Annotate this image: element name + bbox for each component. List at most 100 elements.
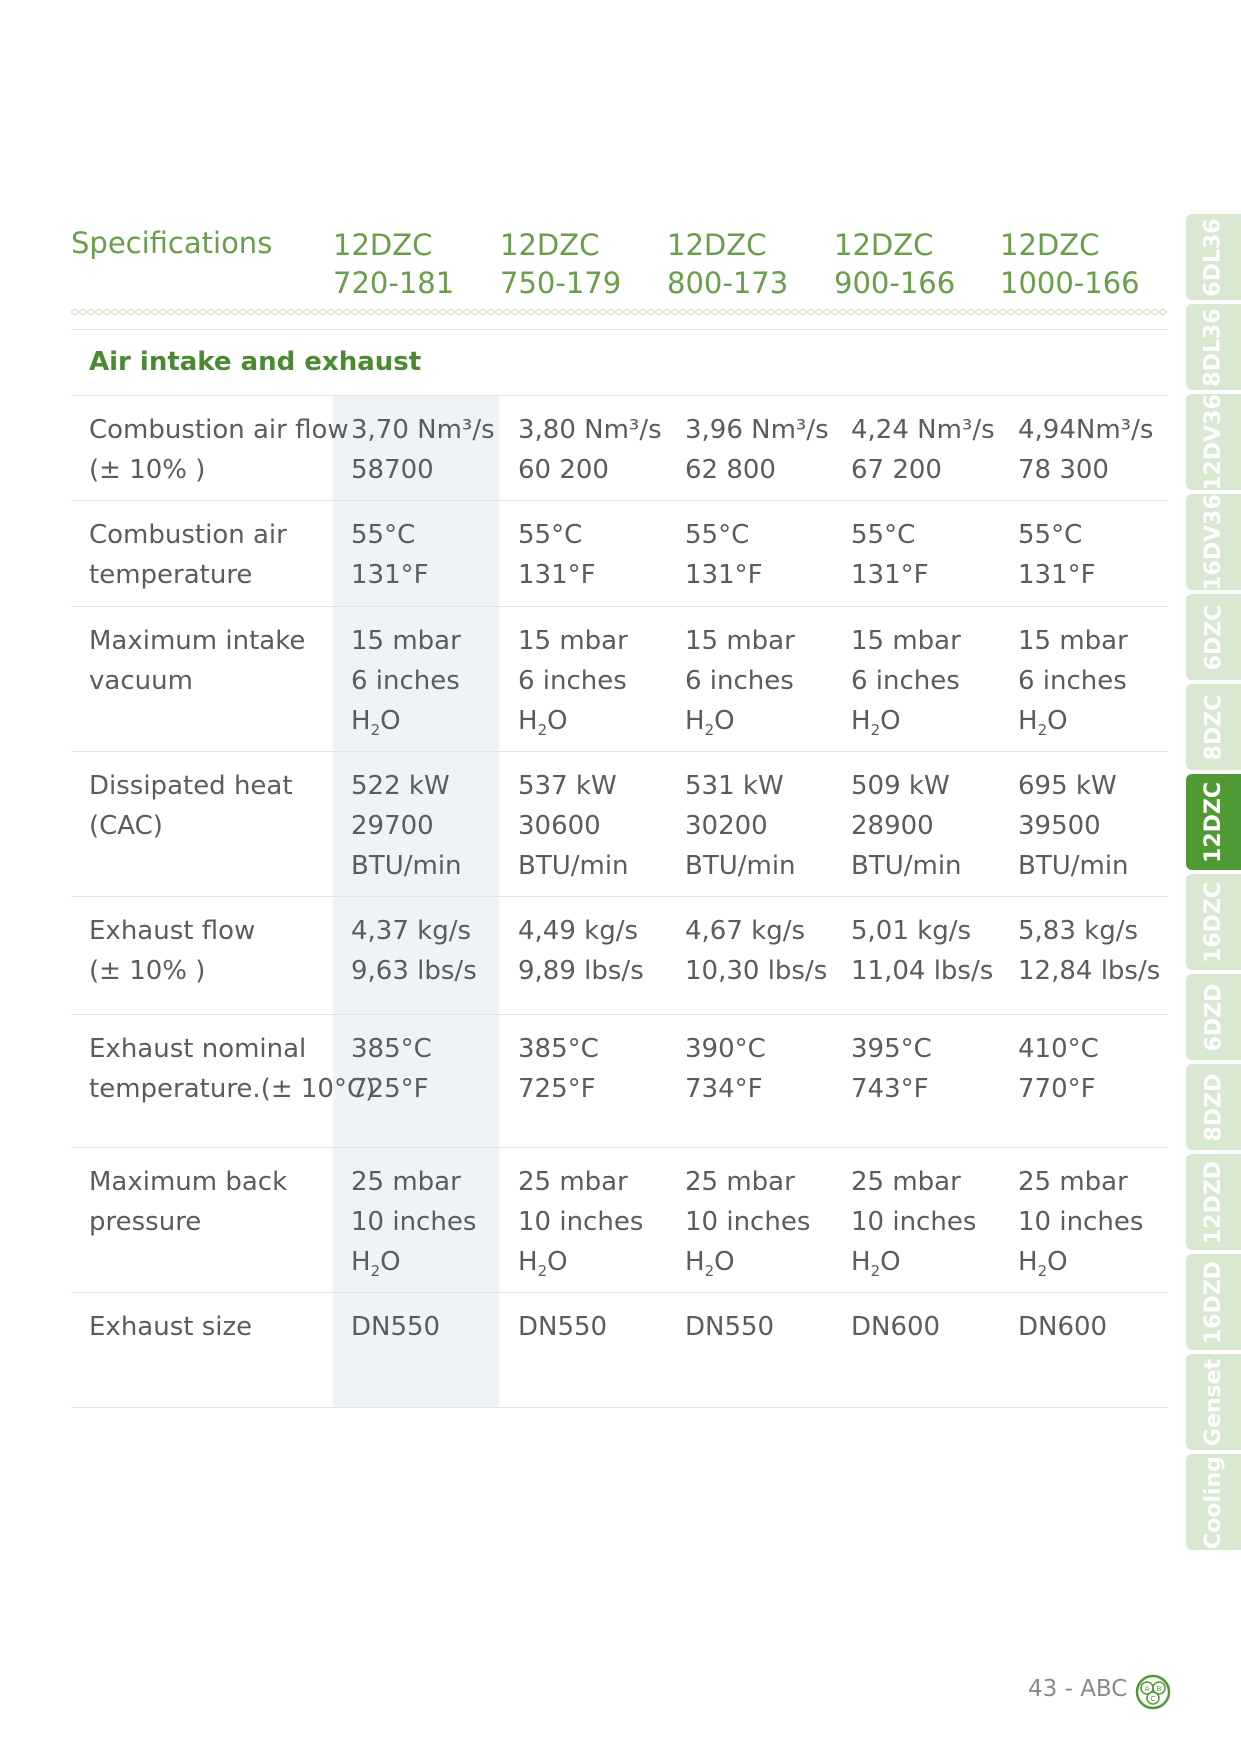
cell-line: 55°C <box>1018 520 1083 550</box>
tab-label: 16DZC <box>1201 881 1227 963</box>
cell-line: 131°F <box>685 560 763 590</box>
value-cell: 15 mbar 6 inches H2O <box>518 621 628 750</box>
model-name: 12DZC <box>667 228 767 262</box>
divider <box>71 329 1167 330</box>
cell-line: 6 inches <box>518 666 627 696</box>
cell-line: temperature <box>89 560 253 590</box>
model-code: 720-181 <box>333 266 455 300</box>
value-cell: 395°C 743°F <box>851 1029 932 1109</box>
cell-line: 9,89 lbs/s <box>518 956 644 986</box>
cell-line: 3,70 Nm³/s <box>351 415 495 445</box>
page-number: 43 - ABC <box>1028 1676 1128 1702</box>
value-cell: 4,24 Nm³/s 67 200 <box>851 410 995 490</box>
value-cell: 55°C 131°F <box>851 515 929 595</box>
tab-8dl36[interactable]: 8DL36 <box>1186 304 1241 390</box>
cell-line: 55°C <box>685 520 750 550</box>
cell-line: 509 kW <box>851 771 950 801</box>
cell-line: 15 mbar <box>518 626 628 656</box>
cell-line: 10 inches <box>518 1207 644 1237</box>
model-name: 12DZC <box>834 228 934 262</box>
svg-text:B: B <box>1157 1685 1162 1693</box>
cell-line: Combustion air flow <box>89 415 349 445</box>
cell-line: 410°C <box>1018 1034 1099 1064</box>
cell-line: 531 kW <box>685 771 784 801</box>
tab-12dzc[interactable]: 12DZC <box>1186 774 1241 870</box>
value-cell: DN550 <box>518 1307 607 1347</box>
cell-line: 67 200 <box>851 455 942 485</box>
value-cell: DN550 <box>685 1307 774 1347</box>
tab-label: 6DZC <box>1201 604 1227 670</box>
row-label: Exhaust nominal temperature.(± 10°C) <box>89 1029 375 1109</box>
cell-line: 58700 <box>351 455 434 485</box>
value-cell: 55°C 131°F <box>351 515 429 595</box>
value-cell: DN550 <box>351 1307 440 1347</box>
value-cell: 4,94Nm³/s 78 300 <box>1018 410 1153 490</box>
value-cell: 5,83 kg/s 12,84 lbs/s <box>1018 911 1160 991</box>
cell-line: temperature.(± 10°C) <box>89 1074 376 1104</box>
cell-line: 9,63 lbs/s <box>351 956 477 986</box>
tab-label: Cooling <box>1201 1455 1226 1549</box>
model-name: 12DZC <box>1000 228 1100 262</box>
row-divider <box>71 606 1167 607</box>
cell-line: 25 mbar <box>851 1167 961 1197</box>
tab-label: Genset <box>1201 1358 1226 1446</box>
value-cell: 55°C 131°F <box>685 515 763 595</box>
value-cell: 537 kW 30600 BTU/min <box>518 766 629 886</box>
tab-12dzd[interactable]: 12DZD <box>1186 1154 1241 1250</box>
tab-cooling[interactable]: Cooling <box>1186 1454 1241 1550</box>
value-cell: 695 kW 39500 BTU/min <box>1018 766 1129 886</box>
value-cell: 3,96 Nm³/s 62 800 <box>685 410 829 490</box>
cell-line: 25 mbar <box>518 1167 628 1197</box>
cell-line: 6 inches <box>351 666 460 696</box>
cell-line: 395°C <box>851 1034 932 1064</box>
tab-6dl36[interactable]: 6DL36 <box>1186 214 1241 300</box>
zigzag-divider <box>71 307 1167 317</box>
model-code: 750-179 <box>500 266 622 300</box>
value-cell: 55°C 131°F <box>518 515 596 595</box>
cell-line: 4,49 kg/s <box>518 916 639 946</box>
cell-line: 15 mbar <box>851 626 961 656</box>
cell-line: 695 kW <box>1018 771 1117 801</box>
cell-line: BTU/min <box>685 851 796 881</box>
cell-line: 10 inches <box>351 1207 477 1237</box>
value-cell: DN600 <box>1018 1307 1107 1347</box>
cell-line: 6 inches <box>1018 666 1127 696</box>
row-divider <box>71 1014 1167 1015</box>
cell-line: 11,04 lbs/s <box>851 956 994 986</box>
cell-line: 131°F <box>518 560 596 590</box>
tab-label: 6DZD <box>1201 983 1227 1051</box>
spec-title: Specifications <box>71 226 273 260</box>
cell-line: 25 mbar <box>685 1167 795 1197</box>
tab-16dv36[interactable]: 16DV36 <box>1186 494 1241 590</box>
cell-line: H2O <box>351 1247 401 1280</box>
value-cell: 531 kW 30200 BTU/min <box>685 766 796 886</box>
tab-6dzc[interactable]: 6DZC <box>1186 594 1241 680</box>
tab-6dzd[interactable]: 6DZD <box>1186 974 1241 1060</box>
tab-16dzc[interactable]: 16DZC <box>1186 874 1241 970</box>
cell-line: H2O <box>518 1247 568 1280</box>
value-cell: 522 kW 29700 BTU/min <box>351 766 462 886</box>
tab-12dv36[interactable]: 12DV36 <box>1186 394 1241 490</box>
cell-line: H2O <box>851 1247 901 1280</box>
value-cell: 25 mbar 10 inches H2O <box>685 1162 810 1291</box>
cell-line: 5,01 kg/s <box>851 916 972 946</box>
cell-line: BTU/min <box>851 851 962 881</box>
cell-line: 78 300 <box>1018 455 1109 485</box>
model-name: 12DZC <box>500 228 600 262</box>
tab-label: 12DV36 <box>1201 394 1226 490</box>
tab-genset[interactable]: Genset <box>1186 1354 1241 1450</box>
value-cell: 3,80 Nm³/s 60 200 <box>518 410 662 490</box>
row-label: Dissipated heat (CAC) <box>89 766 293 846</box>
model-code: 900-166 <box>834 266 956 300</box>
cell-line: 39500 <box>1018 811 1101 841</box>
model-name: 12DZC <box>333 228 433 262</box>
value-cell: 385°C 725°F <box>351 1029 432 1109</box>
model-header: 12DZC 1000-166 <box>1000 226 1140 302</box>
row-label: Maximum back pressure <box>89 1162 287 1242</box>
row-label: Exhaust size <box>89 1307 252 1347</box>
tab-16dzd[interactable]: 16DZD <box>1186 1254 1241 1350</box>
tab-8dzd[interactable]: 8DZD <box>1186 1064 1241 1150</box>
tab-8dzc[interactable]: 8DZC <box>1186 684 1241 770</box>
tab-label: 6DL36 <box>1201 217 1227 297</box>
